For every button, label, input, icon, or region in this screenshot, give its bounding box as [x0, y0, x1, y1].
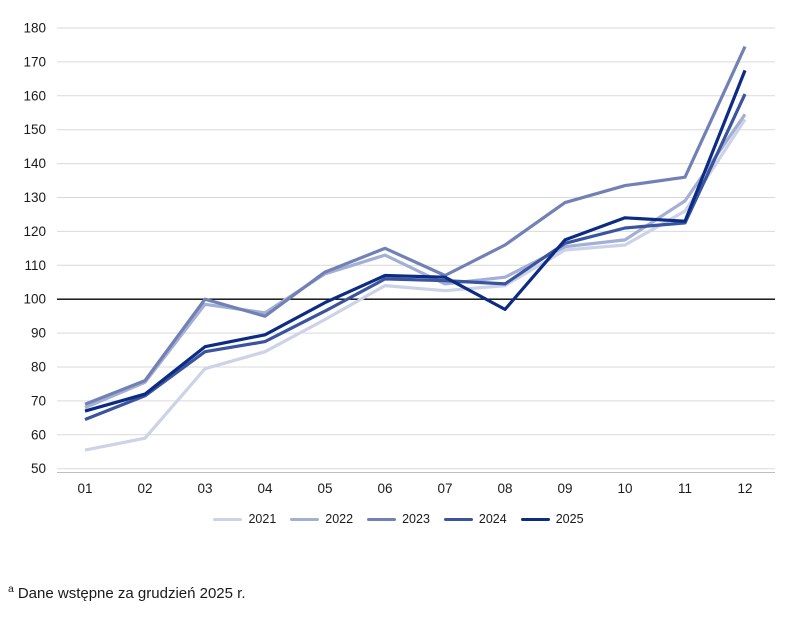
legend-swatch-2022: [290, 517, 320, 521]
chart-legend: 2021 2022 2023 2024 2025: [0, 512, 797, 526]
legend-item-2024: 2024: [443, 512, 507, 526]
x-tick-label: 10: [617, 481, 632, 496]
x-tick-label: 08: [497, 481, 512, 496]
y-tick-label: 90: [31, 326, 46, 341]
x-tick-label: 05: [317, 481, 332, 496]
x-tick-label: 09: [557, 481, 572, 496]
legend-item-2022: 2022: [290, 512, 353, 526]
y-tick-label: 140: [23, 156, 46, 171]
legend-item-2023: 2023: [367, 512, 430, 526]
y-tick-label: 100: [23, 292, 46, 307]
footnote-text: Dane wstępne za grudzień 2025 r.: [17, 585, 246, 602]
x-tick-label: 04: [257, 481, 273, 496]
footnote-marker: a: [8, 583, 14, 595]
legend-swatch-2025: [520, 517, 550, 521]
y-tick-label: 160: [23, 88, 46, 103]
x-tick-label: 01: [77, 481, 92, 496]
legend-item-2021: 2021: [213, 512, 276, 526]
y-tick-label: 110: [24, 258, 46, 273]
x-tick-label: 06: [377, 481, 392, 496]
line-chart: 50 60 70 80 90 100 110 120 130 140 150 160 170 180 01 0…: [23, 21, 775, 496]
legend-swatch-2021: [213, 517, 243, 521]
y-tick-label: 180: [23, 21, 46, 36]
legend-label: 2024: [478, 512, 507, 526]
x-tick-label: 12: [737, 481, 752, 496]
series-line-2025: [84, 69, 747, 413]
x-tick-label: 07: [437, 481, 452, 496]
y-tick-label: 130: [23, 190, 46, 205]
legend-item-2025: 2025: [520, 512, 584, 526]
legend-swatch-2023: [367, 517, 397, 521]
x-tick-label: 03: [197, 481, 212, 496]
y-tick-label: 50: [31, 461, 46, 476]
y-tick-label: 120: [23, 224, 46, 239]
y-tick-label: 150: [23, 122, 46, 137]
legend-swatch-2024: [443, 517, 473, 521]
series-line-2023: [84, 45, 747, 406]
y-tick-label: 80: [31, 360, 46, 375]
y-tick-label: 170: [23, 54, 46, 69]
legend-label: 2022: [325, 512, 354, 526]
x-tick-label: 11: [678, 481, 692, 496]
series-line-2022: [84, 113, 747, 410]
legend-label: 2023: [402, 512, 430, 526]
series-line-2024: [84, 93, 747, 421]
series-line-2021: [84, 118, 747, 452]
y-tick-label: 60: [31, 427, 46, 442]
legend-label: 2025: [555, 512, 584, 526]
y-tick-label: 70: [31, 393, 46, 408]
x-tick-label: 02: [137, 481, 152, 496]
footnote: a Dane wstępne za grudzień 2025 r.: [8, 583, 246, 602]
legend-label: 2021: [248, 512, 277, 526]
